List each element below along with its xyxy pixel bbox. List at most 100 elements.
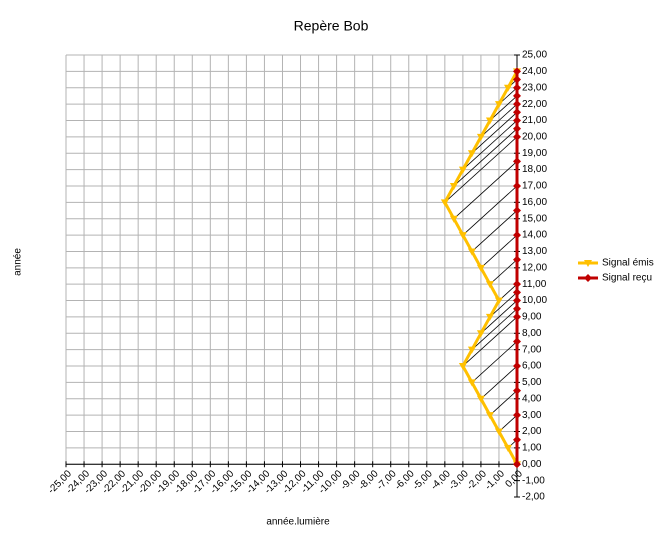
- y-tick-label: 21,00: [522, 115, 547, 126]
- x-tick-label: -9,00: [339, 468, 363, 492]
- marker: [513, 288, 521, 297]
- light-ray: [453, 161, 518, 219]
- light-ray: [480, 103, 518, 138]
- marker: [513, 100, 521, 109]
- marker: [440, 199, 449, 207]
- x-tick-label: -1,00: [483, 468, 507, 492]
- y-tick-label: 9,00: [522, 312, 542, 323]
- marker: [476, 330, 485, 338]
- x-tick-label: -2,00: [465, 468, 489, 492]
- y-tick-label: 16,00: [522, 197, 547, 208]
- marker: [476, 395, 485, 403]
- legend-label: Signal reçu: [602, 273, 652, 284]
- marker: [513, 157, 521, 166]
- marker: [513, 83, 521, 92]
- y-tick-label: 22,00: [522, 99, 547, 110]
- x-tick-label: -4,00: [429, 468, 453, 492]
- x-tick-label: -3,00: [447, 468, 471, 492]
- marker: [513, 132, 521, 141]
- marker: [584, 274, 592, 282]
- light-ray: [444, 136, 518, 203]
- y-tick-label: -2,00: [522, 492, 545, 503]
- light-ray: [462, 316, 518, 367]
- marker: [458, 166, 467, 174]
- y-tick-label: 8,00: [522, 328, 542, 339]
- light-ray: [489, 259, 518, 285]
- marker: [513, 231, 521, 240]
- marker: [513, 116, 521, 125]
- light-ray: [480, 365, 518, 400]
- x-tick-label: -7,00: [375, 468, 399, 492]
- marker: [513, 435, 521, 444]
- light-ray: [462, 120, 518, 170]
- marker: [513, 460, 521, 469]
- legend-label: Signal émis: [602, 258, 654, 269]
- y-tick-label: 10,00: [522, 295, 547, 306]
- marker: [513, 411, 521, 420]
- light-ray: [489, 95, 518, 121]
- y-tick-label: 1,00: [522, 443, 542, 454]
- chart-title: Repère Bob: [294, 18, 369, 34]
- y-tick-label: 20,00: [522, 131, 547, 142]
- y-tick-label: 4,00: [522, 393, 542, 404]
- marker: [513, 255, 521, 264]
- marker: [494, 297, 503, 305]
- light-ray: [462, 185, 518, 236]
- light-ray: [453, 128, 518, 187]
- marker: [476, 264, 485, 272]
- x-tick-label: 0,00: [503, 468, 525, 490]
- y-tick-label: 5,00: [522, 377, 542, 388]
- y-tick-label: 14,00: [522, 230, 547, 241]
- marker: [513, 91, 521, 100]
- y-tick-label: 23,00: [522, 82, 547, 93]
- x-axis-title: année.lumière: [266, 517, 330, 528]
- y-tick-label: 6,00: [522, 361, 542, 372]
- marker: [513, 206, 521, 215]
- marker: [513, 124, 521, 133]
- marker: [458, 232, 467, 240]
- marker: [485, 313, 494, 321]
- y-tick-label: 17,00: [522, 181, 547, 192]
- marker: [467, 346, 476, 354]
- marker: [467, 248, 476, 256]
- light-ray: [471, 112, 518, 154]
- light-ray: [471, 210, 518, 252]
- y-tick-label: 25,00: [522, 50, 547, 61]
- marker: [513, 108, 521, 117]
- marker: [503, 84, 512, 92]
- y-tick-label: 11,00: [522, 279, 547, 290]
- marker: [449, 182, 458, 190]
- x-tick-label: -5,00: [411, 468, 435, 492]
- marker: [458, 363, 467, 371]
- light-ray: [480, 234, 518, 269]
- marker: [513, 312, 521, 321]
- y-tick-label: 13,00: [522, 246, 547, 257]
- x-tick-label: -8,00: [357, 468, 381, 492]
- y-tick-label: 0,00: [522, 459, 542, 470]
- marker: [494, 428, 503, 436]
- marker: [513, 386, 521, 395]
- marker: [476, 133, 485, 141]
- light-ray: [480, 300, 518, 334]
- light-ray: [489, 292, 518, 318]
- light-ray: [471, 308, 518, 350]
- y-tick-label: 12,00: [522, 262, 547, 273]
- marker: [485, 281, 494, 289]
- light-ray: [471, 341, 518, 383]
- y-tick-label: 18,00: [522, 164, 547, 175]
- marker: [513, 181, 521, 190]
- y-axis-title: année: [13, 248, 24, 276]
- y-tick-label: 2,00: [522, 426, 542, 437]
- marker: [467, 150, 476, 158]
- marker: [584, 260, 592, 267]
- marker: [513, 296, 521, 305]
- marker: [513, 75, 521, 84]
- x-tick-label: -6,00: [393, 468, 417, 492]
- marker: [513, 337, 521, 346]
- y-tick-label: 24,00: [522, 66, 547, 77]
- y-tick-label: -1,00: [522, 475, 545, 486]
- y-tick-label: 19,00: [522, 148, 547, 159]
- y-tick-label: 3,00: [522, 410, 542, 421]
- marker: [513, 67, 521, 76]
